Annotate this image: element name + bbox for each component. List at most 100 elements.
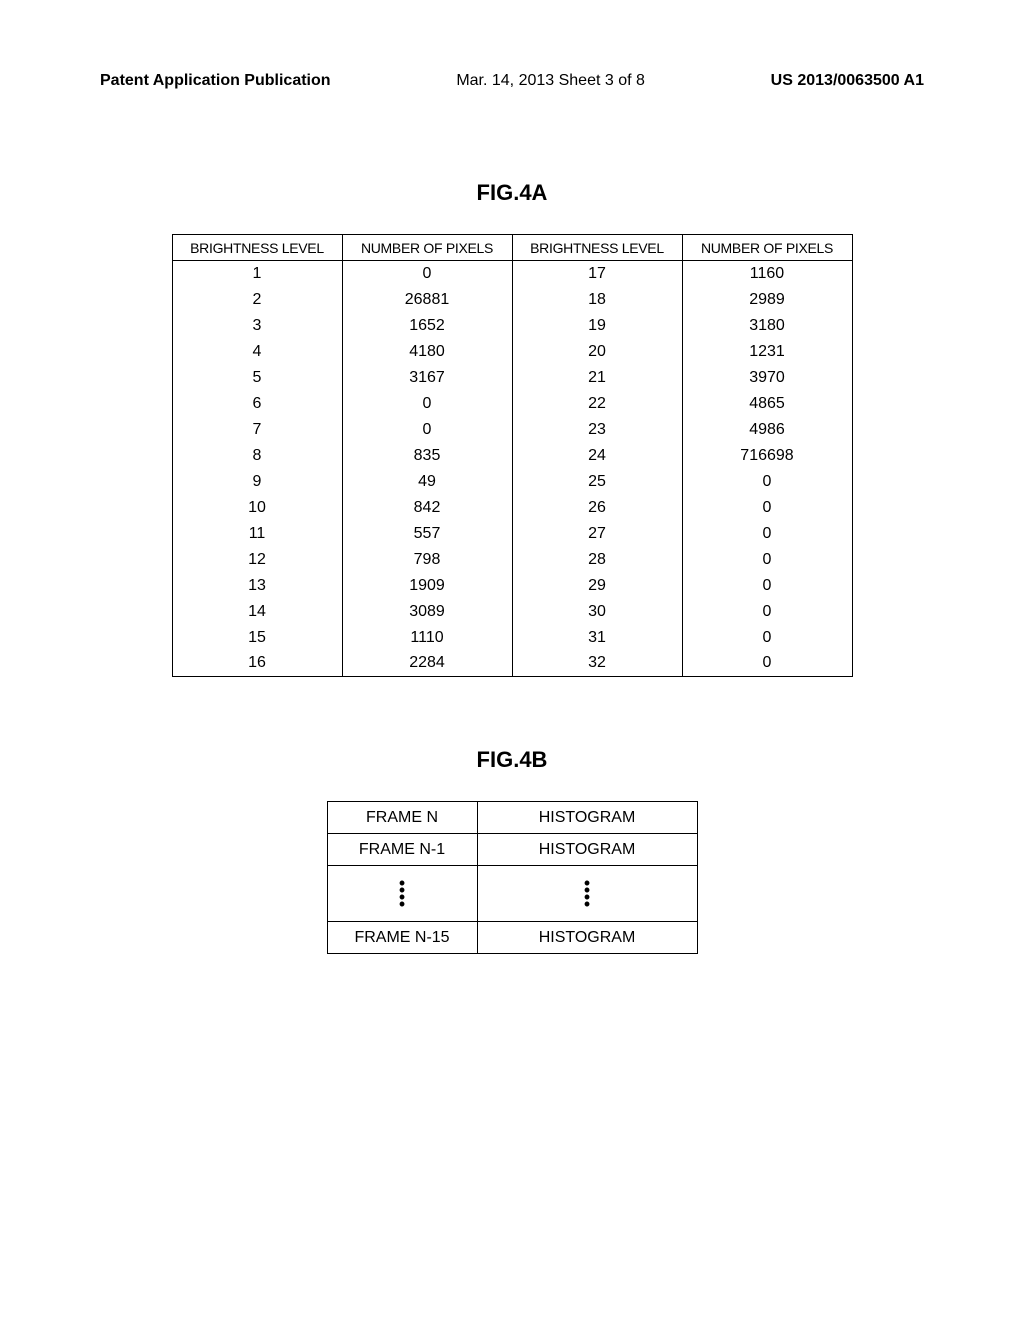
cell: HISTOGRAM <box>477 802 697 834</box>
cell: 4865 <box>682 391 852 417</box>
cell: 13 <box>172 573 342 599</box>
figure-4a-label: FIG.4A <box>96 180 928 206</box>
col-header: BRIGHTNESS LEVEL <box>172 235 342 261</box>
cell: 1160 <box>682 261 852 287</box>
table-row: 44180201231 <box>172 339 852 365</box>
cell: 0 <box>342 417 512 443</box>
cell: 4 <box>172 339 342 365</box>
cell: 5 <box>172 365 342 391</box>
header-left: Patent Application Publication <box>100 72 331 90</box>
cell: 17 <box>512 261 682 287</box>
header-center: Mar. 14, 2013 Sheet 3 of 8 <box>456 72 645 90</box>
cell: 32 <box>512 651 682 677</box>
cell: 49 <box>342 469 512 495</box>
cell: 2284 <box>342 651 512 677</box>
table-row: 10842260 <box>172 495 852 521</box>
cell: 3167 <box>342 365 512 391</box>
cell: 26881 <box>342 287 512 313</box>
table-row: 60224865 <box>172 391 852 417</box>
cell: 0 <box>682 599 852 625</box>
table-row: 226881182989 <box>172 287 852 313</box>
cell: 8 <box>172 443 342 469</box>
cell: 9 <box>172 469 342 495</box>
cell: 0 <box>342 261 512 287</box>
table-row: 53167213970 <box>172 365 852 391</box>
cell: 26 <box>512 495 682 521</box>
table-row: 11557270 <box>172 521 852 547</box>
cell: 28 <box>512 547 682 573</box>
cell: 716698 <box>682 443 852 469</box>
cell: 0 <box>682 547 852 573</box>
cell: 14 <box>172 599 342 625</box>
table-row: 883524716698 <box>172 443 852 469</box>
table-row: 143089300 <box>172 599 852 625</box>
cell: 1231 <box>682 339 852 365</box>
cell: 29 <box>512 573 682 599</box>
table-row: 10171160 <box>172 261 852 287</box>
col-header: NUMBER OF PIXELS <box>682 235 852 261</box>
cell: 798 <box>342 547 512 573</box>
cell: HISTOGRAM <box>477 922 697 954</box>
cell: 23 <box>512 417 682 443</box>
cell: 7 <box>172 417 342 443</box>
table-row: 151110310 <box>172 625 852 651</box>
cell: 1110 <box>342 625 512 651</box>
table-row: 162284320 <box>172 651 852 677</box>
table-row: FRAME N-15 HISTOGRAM <box>327 922 697 954</box>
cell: FRAME N-1 <box>327 834 477 866</box>
table-row-ellipsis: •••• •••• <box>327 866 697 922</box>
vertical-dots-icon: •••• <box>486 880 689 908</box>
page-header: Patent Application Publication Mar. 14, … <box>96 72 928 90</box>
cell: 3089 <box>342 599 512 625</box>
cell: 3 <box>172 313 342 339</box>
cell: 0 <box>682 651 852 677</box>
table-row: FRAME N-1 HISTOGRAM <box>327 834 697 866</box>
cell: 0 <box>682 495 852 521</box>
cell: 22 <box>512 391 682 417</box>
cell: 20 <box>512 339 682 365</box>
figure-4a-table: BRIGHTNESS LEVEL NUMBER OF PIXELS BRIGHT… <box>172 234 853 677</box>
cell: 0 <box>342 391 512 417</box>
cell: 1 <box>172 261 342 287</box>
cell: 0 <box>682 573 852 599</box>
cell: 0 <box>682 469 852 495</box>
cell: 11 <box>172 521 342 547</box>
cell: 2 <box>172 287 342 313</box>
cell: 18 <box>512 287 682 313</box>
table-row: 12798280 <box>172 547 852 573</box>
cell: 27 <box>512 521 682 547</box>
cell: 25 <box>512 469 682 495</box>
cell: 1652 <box>342 313 512 339</box>
cell: 0 <box>682 625 852 651</box>
cell: FRAME N-15 <box>327 922 477 954</box>
cell: 16 <box>172 651 342 677</box>
header-right: US 2013/0063500 A1 <box>771 72 924 90</box>
cell: 3180 <box>682 313 852 339</box>
cell: 24 <box>512 443 682 469</box>
table-row: 949250 <box>172 469 852 495</box>
table-row: 131909290 <box>172 573 852 599</box>
cell: 4986 <box>682 417 852 443</box>
cell: 19 <box>512 313 682 339</box>
col-header: NUMBER OF PIXELS <box>342 235 512 261</box>
cell: 835 <box>342 443 512 469</box>
table-row: 31652193180 <box>172 313 852 339</box>
ellipsis-cell: •••• <box>477 866 697 922</box>
cell: 0 <box>682 521 852 547</box>
vertical-dots-icon: •••• <box>336 880 469 908</box>
cell: 557 <box>342 521 512 547</box>
cell: 21 <box>512 365 682 391</box>
cell: 6 <box>172 391 342 417</box>
cell: FRAME N <box>327 802 477 834</box>
cell: 10 <box>172 495 342 521</box>
figure-4b-table: FRAME N HISTOGRAM FRAME N-1 HISTOGRAM ••… <box>327 801 698 954</box>
table-row: FRAME N HISTOGRAM <box>327 802 697 834</box>
cell: 31 <box>512 625 682 651</box>
table-row: 70234986 <box>172 417 852 443</box>
ellipsis-cell: •••• <box>327 866 477 922</box>
figure-4b-label: FIG.4B <box>96 747 928 773</box>
cell: 12 <box>172 547 342 573</box>
col-header: BRIGHTNESS LEVEL <box>512 235 682 261</box>
cell: 4180 <box>342 339 512 365</box>
cell: 2989 <box>682 287 852 313</box>
